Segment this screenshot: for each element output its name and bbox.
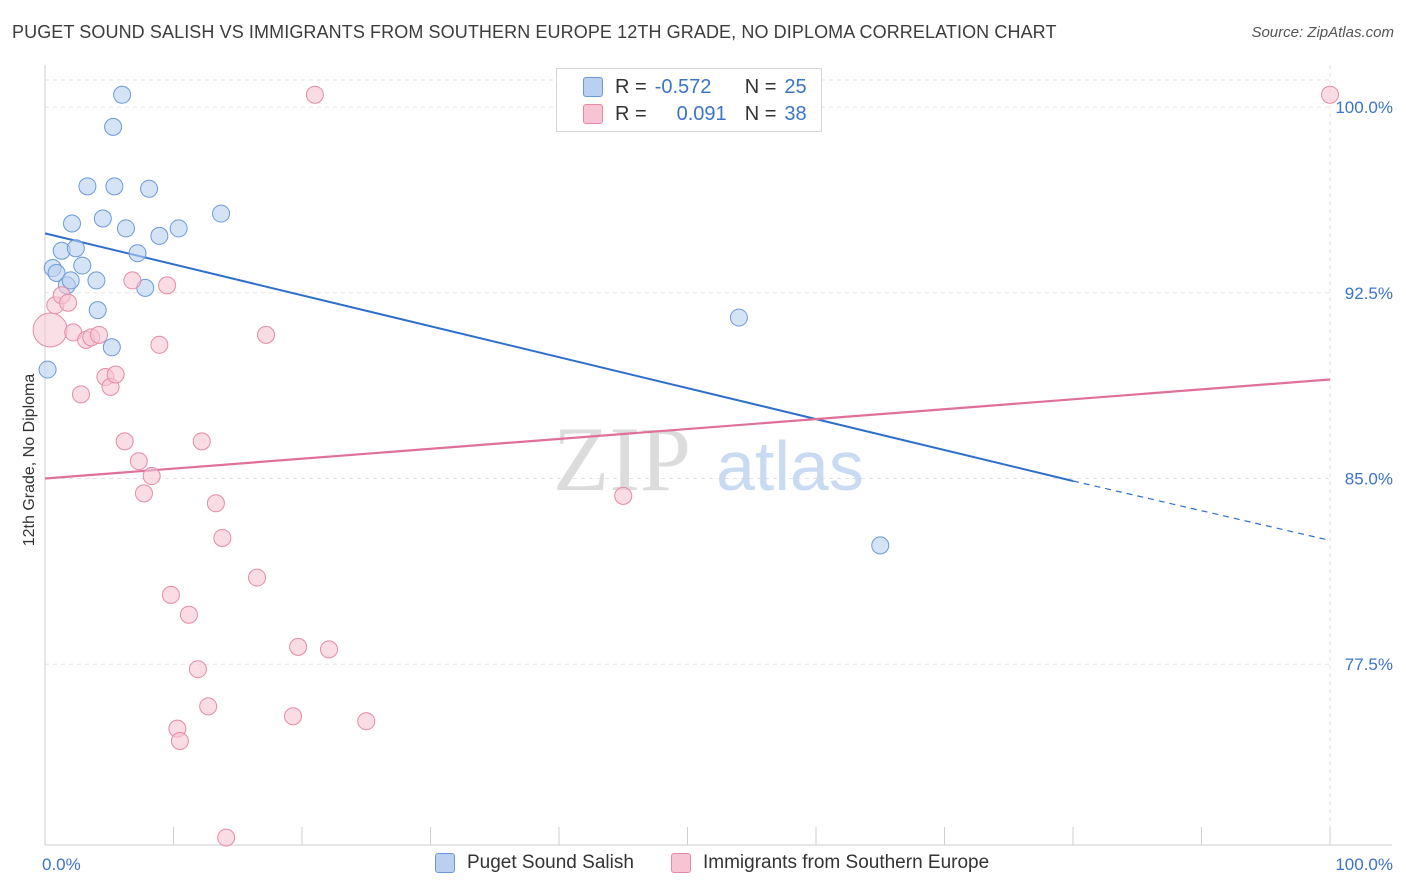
- point-immigrants-southern-europe: [142, 467, 161, 486]
- legend-swatch-pink: [583, 104, 603, 124]
- chart-title: PUGET SOUND SALISH VS IMMIGRANTS FROM SO…: [12, 22, 1057, 42]
- point-immigrants-southern-europe: [1321, 85, 1339, 104]
- point-puget-sound-salish: [87, 271, 106, 290]
- point-immigrants-southern-europe: [614, 486, 633, 505]
- legend-n-label: N =: [744, 102, 777, 125]
- point-puget-sound-salish: [105, 177, 124, 196]
- y-axis-label: 12th Grade, No Diploma: [21, 373, 38, 547]
- trend-line-immigrants-southern-europe: [44, 378, 1331, 480]
- point-immigrants-southern-europe: [179, 605, 198, 624]
- point-immigrants-southern-europe: [305, 85, 324, 104]
- point-puget-sound-salish: [38, 360, 57, 379]
- point-immigrants-southern-europe: [206, 494, 225, 513]
- legend-row-series1: R = -0.572 N = 25: [557, 74, 807, 100]
- legend-r-label: R =: [615, 102, 647, 125]
- point-immigrants-southern-europe: [319, 640, 338, 659]
- point-puget-sound-salish: [140, 179, 159, 198]
- point-immigrants-southern-europe: [158, 276, 177, 295]
- point-puget-sound-salish: [47, 264, 66, 282]
- data-points: [32, 85, 1339, 847]
- point-immigrants-southern-europe: [199, 697, 218, 716]
- legend-row-series2: R = 0.091 N = 38: [557, 101, 807, 127]
- point-immigrants-southern-europe: [106, 365, 125, 384]
- point-puget-sound-salish: [150, 226, 169, 245]
- legend-series2-name: Immigrants from Southern Europe: [703, 852, 990, 873]
- y-tick-label: 100.0%: [1335, 98, 1393, 117]
- legend-r-label: R =: [615, 75, 647, 98]
- legend-r-value: 0.091: [676, 102, 727, 125]
- point-immigrants-southern-europe: [213, 528, 232, 547]
- y-tick-label: 92.5%: [1345, 284, 1393, 303]
- point-immigrants-southern-europe: [32, 312, 68, 348]
- legend-n-value: 25: [784, 75, 807, 98]
- legend-swatch-blue: [583, 77, 603, 97]
- legend-swatch-blue: [435, 853, 455, 873]
- legend-box: R = -0.572 N = 25 R = 0.091 N = 38: [556, 68, 822, 132]
- point-immigrants-southern-europe: [357, 712, 376, 731]
- point-immigrants-southern-europe: [257, 325, 276, 344]
- tick-labels: 100.0% 92.5% 85.0% 77.5% 0.0% 100.0%: [42, 98, 1393, 874]
- axes: [44, 65, 1392, 846]
- point-immigrants-southern-europe: [123, 271, 142, 290]
- point-puget-sound-salish: [113, 85, 132, 104]
- point-immigrants-southern-europe: [115, 432, 134, 451]
- watermark-atlas: atlas: [716, 427, 864, 505]
- legend-item-puget-sound-salish: Puget Sound Salish: [435, 852, 634, 874]
- point-puget-sound-salish: [169, 219, 188, 238]
- point-puget-sound-salish: [73, 256, 92, 275]
- point-puget-sound-salish: [212, 204, 231, 223]
- legend-n-value: 38: [784, 102, 807, 125]
- point-immigrants-southern-europe: [71, 385, 90, 404]
- point-puget-sound-salish: [871, 536, 890, 555]
- point-immigrants-southern-europe: [89, 325, 108, 344]
- x-tick-label: 100.0%: [1335, 855, 1393, 874]
- point-puget-sound-salish: [93, 209, 112, 228]
- point-immigrants-southern-europe: [59, 293, 78, 312]
- point-immigrants-southern-europe: [150, 335, 169, 354]
- legend-swatch-pink: [671, 853, 691, 873]
- point-immigrants-southern-europe: [170, 732, 189, 750]
- point-immigrants-southern-europe: [129, 452, 148, 471]
- point-immigrants-southern-europe: [134, 484, 153, 503]
- y-tick-label: 85.0%: [1345, 470, 1393, 489]
- point-puget-sound-salish: [128, 244, 147, 263]
- legend-series1-name: Puget Sound Salish: [467, 852, 634, 873]
- x-tick-label: 0.0%: [42, 855, 81, 874]
- point-immigrants-southern-europe: [188, 660, 207, 679]
- point-puget-sound-salish: [61, 271, 80, 290]
- point-puget-sound-salish: [62, 214, 81, 233]
- point-puget-sound-salish: [102, 338, 121, 357]
- point-immigrants-southern-europe: [192, 432, 211, 451]
- point-puget-sound-salish: [78, 177, 97, 196]
- point-immigrants-southern-europe: [289, 637, 308, 656]
- trend-lines: [44, 232, 1331, 542]
- point-puget-sound-salish: [729, 308, 748, 327]
- point-immigrants-southern-europe: [284, 707, 303, 726]
- point-immigrants-southern-europe: [217, 828, 236, 847]
- legend-item-immigrants-southern-europe: Immigrants from Southern Europe: [671, 852, 989, 874]
- point-puget-sound-salish: [104, 117, 123, 136]
- y-tick-label: 77.5%: [1345, 655, 1393, 674]
- point-immigrants-southern-europe: [248, 568, 267, 587]
- trend-line-extension: [1072, 480, 1331, 542]
- legend-n-label: N =: [744, 75, 777, 98]
- bottom-legend: Puget Sound Salish Immigrants from South…: [0, 852, 1406, 878]
- trend-line-puget-sound-salish: [44, 232, 1074, 482]
- point-puget-sound-salish: [66, 239, 85, 258]
- legend-r-value: -0.572: [654, 75, 712, 98]
- point-puget-sound-salish: [116, 219, 135, 238]
- watermark: ZIP atlas: [553, 408, 864, 510]
- point-immigrants-southern-europe: [161, 585, 180, 604]
- point-puget-sound-salish: [88, 301, 107, 320]
- source-label: Source: ZipAtlas.com: [1251, 24, 1394, 41]
